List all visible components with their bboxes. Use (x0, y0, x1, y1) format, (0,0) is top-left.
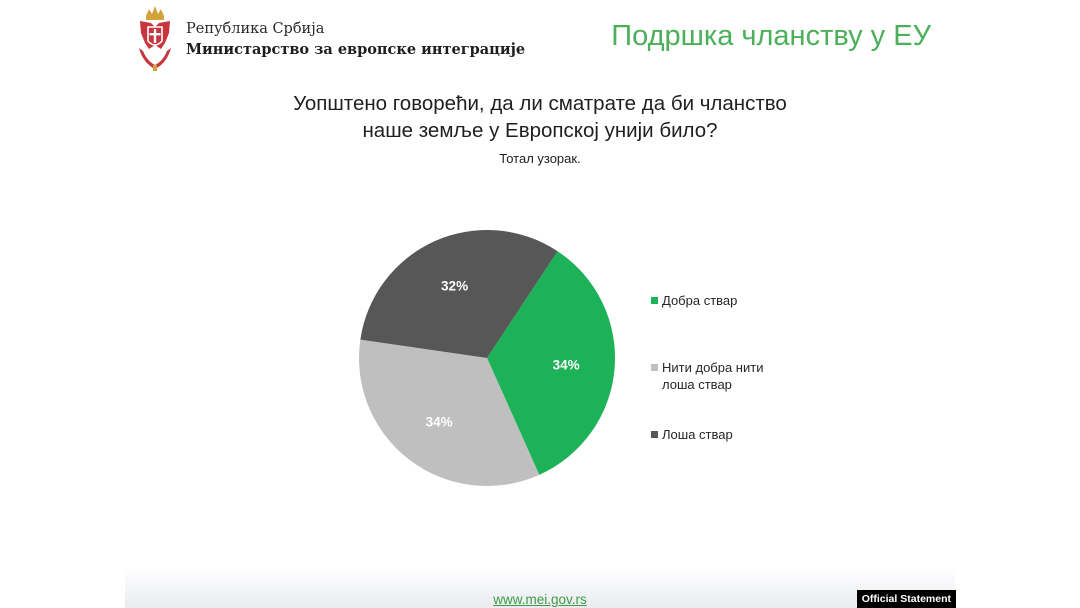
footer-band (125, 568, 955, 608)
pie-slice-label-bad: 32% (441, 279, 468, 294)
legend-item-good: Добра ствар (651, 292, 851, 309)
survey-question-line2: наше земље у Европској унији било? (362, 119, 718, 142)
website-link[interactable]: www.mei.gov.rs (493, 592, 587, 607)
pie-slice-bad (360, 229, 558, 358)
pie-slice-good (487, 251, 615, 475)
legend-item-bad: Лоша ствар (651, 426, 851, 443)
legend-swatch-neutral (651, 364, 658, 371)
legend-label-neutral-line1: Нити добра нити (662, 360, 764, 375)
legend-label-bad: Лоша ствар (662, 427, 733, 442)
legend-label-neutral: Нити добра нити лоша ствар (662, 359, 763, 393)
survey-question-line1: Уопштено говорећи, да ли сматрате да би … (293, 92, 787, 115)
sample-note: Тотал узорак. (499, 151, 581, 166)
pie-chart: 34% 34% 32% (359, 229, 615, 486)
legend-swatch-good (651, 297, 658, 304)
serbian-coat-of-arms-icon (139, 6, 171, 71)
org-name-republic: Република Србија (186, 21, 325, 37)
pie-slice-label-good: 34% (553, 357, 580, 372)
slide: Република Србија Министарство за европск… (125, 0, 955, 608)
slide-title: Подршка чланству у ЕУ (611, 20, 931, 52)
pie-slice-neutral (359, 339, 540, 486)
legend-label-good: Добра ствар (662, 293, 738, 308)
official-statement-badge: Official Statement (856, 590, 956, 608)
pie-slice-label-neutral: 34% (426, 414, 453, 429)
survey-question: Уопштено говорећи, да ли сматрате да би … (125, 90, 955, 144)
org-name-ministry: Министарство за европске интеграције (186, 41, 526, 58)
legend-label-neutral-line2: лоша ствар (662, 377, 732, 392)
legend-swatch-bad (651, 431, 658, 438)
legend-item-neutral: Нити добра нити лоша ствар (651, 359, 851, 393)
